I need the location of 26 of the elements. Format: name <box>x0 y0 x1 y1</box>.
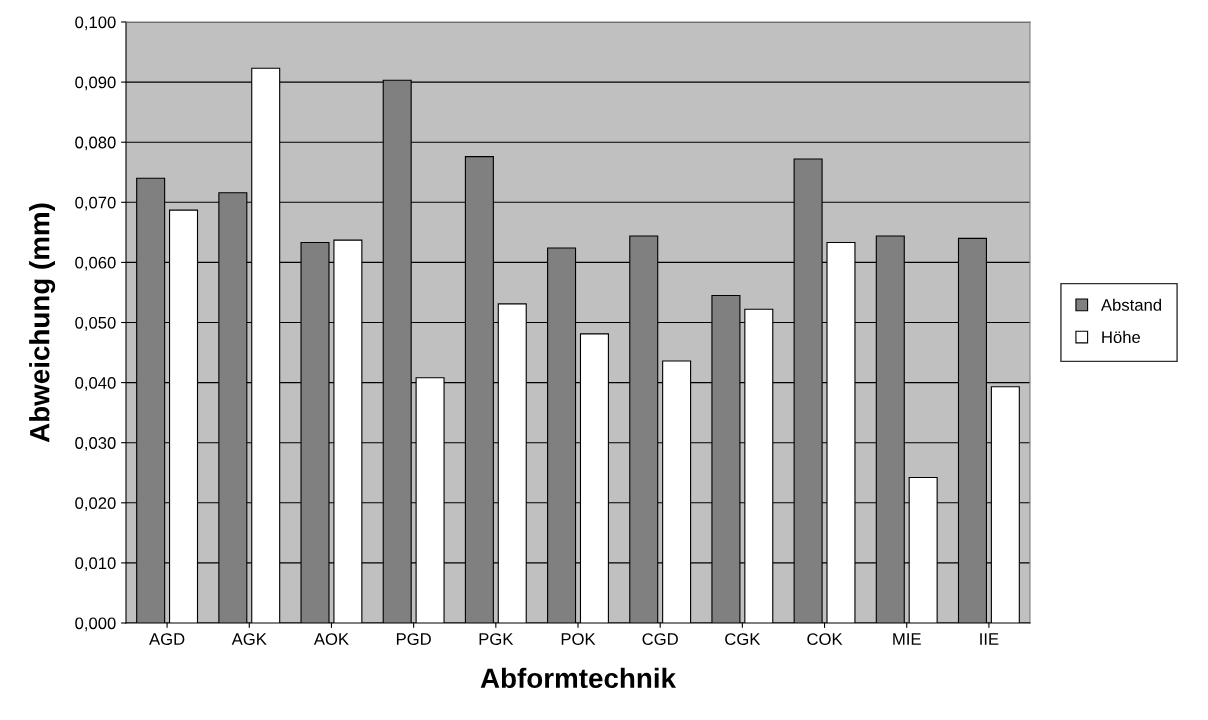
x-tick-label: CGD <box>642 633 678 645</box>
x-axis-title: Abformtechnik <box>480 667 677 689</box>
x-tick-label: IIE <box>980 633 999 645</box>
y-tick-label: 0,090 <box>75 76 116 91</box>
x-tick-label: PGK <box>479 633 514 645</box>
y-tick-label: 0,070 <box>75 196 116 211</box>
y-tick-label: 0,030 <box>75 437 116 451</box>
x-tick-label: AGK <box>231 633 267 645</box>
y-tick-label: 0,060 <box>75 256 116 271</box>
x-tick-label: MIE <box>893 633 921 645</box>
x-tick-label: POK <box>561 633 596 645</box>
x-tick-label: COK <box>807 633 843 645</box>
y-tick-label: 0,010 <box>75 557 116 572</box>
legend-label: Höhe <box>1102 330 1141 344</box>
x-tick-label: AOK <box>313 633 349 645</box>
y-tick-label: 0,020 <box>75 497 116 511</box>
y-tick-label: 0,080 <box>75 136 116 151</box>
x-tick-label: PGD <box>396 633 431 645</box>
y-tick-label: 0,050 <box>75 316 116 331</box>
y-tick-label: 0,040 <box>75 377 116 391</box>
x-tick-label: AGD <box>149 633 185 645</box>
legend-label: Abstand <box>1100 298 1162 311</box>
x-tick-label: CGK <box>725 633 761 645</box>
y-tick-label: 0,000 <box>75 617 116 632</box>
y-axis-title: Abweichung (mm) <box>29 203 56 443</box>
y-tick-label: 0,100 <box>75 16 116 31</box>
